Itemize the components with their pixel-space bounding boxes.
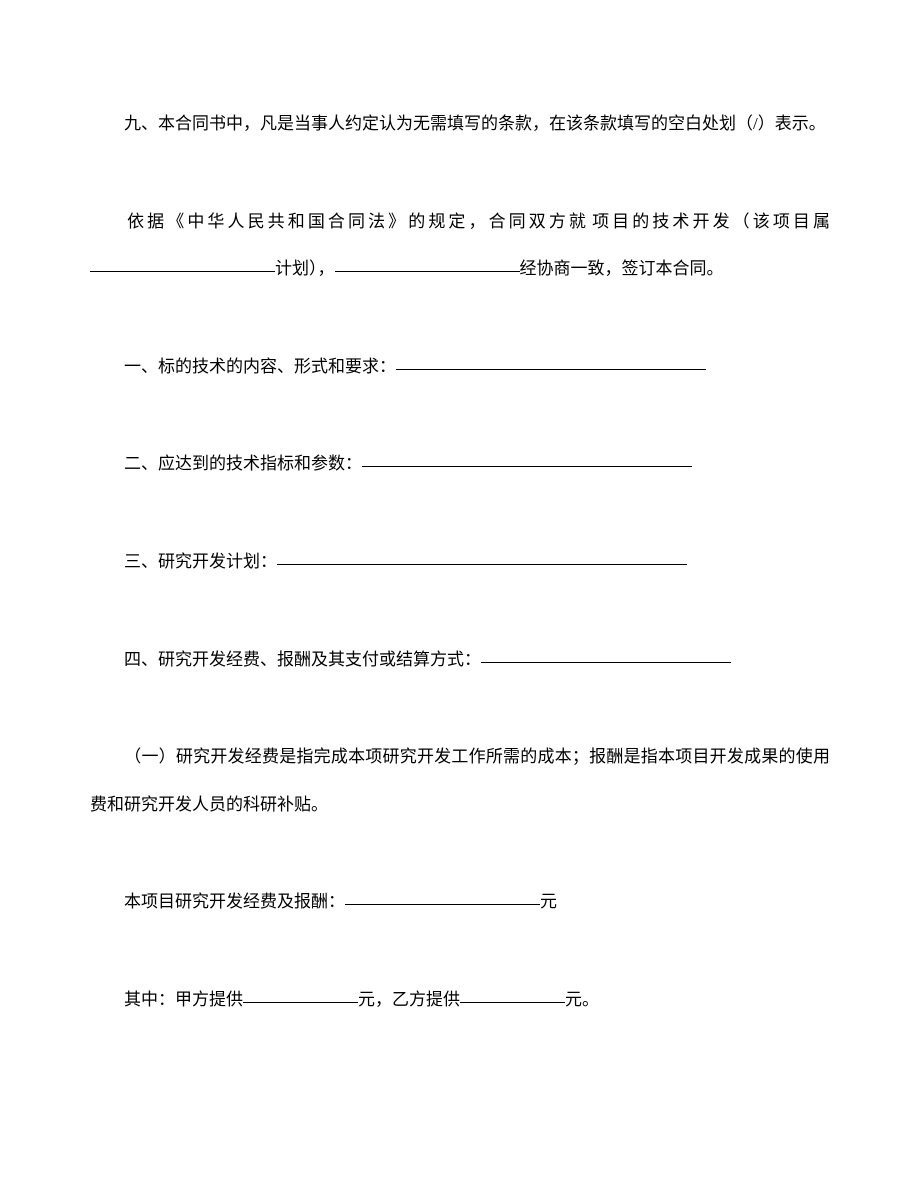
paragraph-sub-one: （一）研究开发经费是指完成本项研究开发工作所需的成本；报酬是指本项目开发成果的使… [90,733,830,828]
paragraph-two: 二、应达到的技术指标和参数： [90,440,830,488]
blank-fee-total[interactable] [345,904,540,905]
paragraph-nine: 九、本合同书中，凡是当事人约定认为无需填写的条款，在该条款填写的空白处划（/）表… [90,100,830,148]
text: 二、应达到的技术指标和参数： [124,454,362,473]
text: 本项目研究开发经费及报酬： [124,892,345,911]
blank-negotiation[interactable] [335,271,520,272]
text: 元 [540,892,557,911]
paragraph-basis: 依据《中华人民共和国合同法》的规定，合同双方就项目的技术开发（该项目属计划）， 经… [90,198,830,293]
paragraph-four: 四、研究开发经费、报酬及其支付或结算方式： [90,636,830,684]
text: 元，乙方提供 [358,990,460,1009]
blank-payment[interactable] [481,662,731,663]
text: 项目的技术开发（该项目属 [589,212,830,231]
paragraph-fee-split: 其中：甲方提供 元，乙方提供 元。 [90,976,830,1024]
blank-content[interactable] [396,369,706,370]
text: 三、研究开发计划： [124,552,277,571]
text: 依据《中华人民共和国合同法》的规定，合同双方就 [124,212,589,231]
text: 其中：甲方提供 [124,990,243,1009]
text: 计划）， [275,259,335,278]
blank-party-a[interactable] [243,1002,358,1003]
blank-party-b[interactable] [460,1002,565,1003]
paragraph-fee-total: 本项目研究开发经费及报酬： 元 [90,878,830,926]
blank-specs[interactable] [362,466,692,467]
text: 四、研究开发经费、报酬及其支付或结算方式： [124,650,481,669]
paragraph-three: 三、研究开发计划： [90,538,830,586]
blank-plan[interactable] [90,271,275,272]
text: （一）研究开发经费是指完成本项研究开发工作所需的成本；报酬是指本项目开发成果的使… [90,747,830,814]
text: 经协商一致，签订本合同。 [520,259,724,278]
text: 九、本合同书中，凡是当事人约定认为无需填写的条款，在该条款填写的空白处划（/）表… [124,114,826,133]
text: 一、标的技术的内容、形式和要求： [124,357,396,376]
blank-dev-plan[interactable] [277,564,687,565]
paragraph-one: 一、标的技术的内容、形式和要求： [90,343,830,391]
text: 元。 [565,990,599,1009]
